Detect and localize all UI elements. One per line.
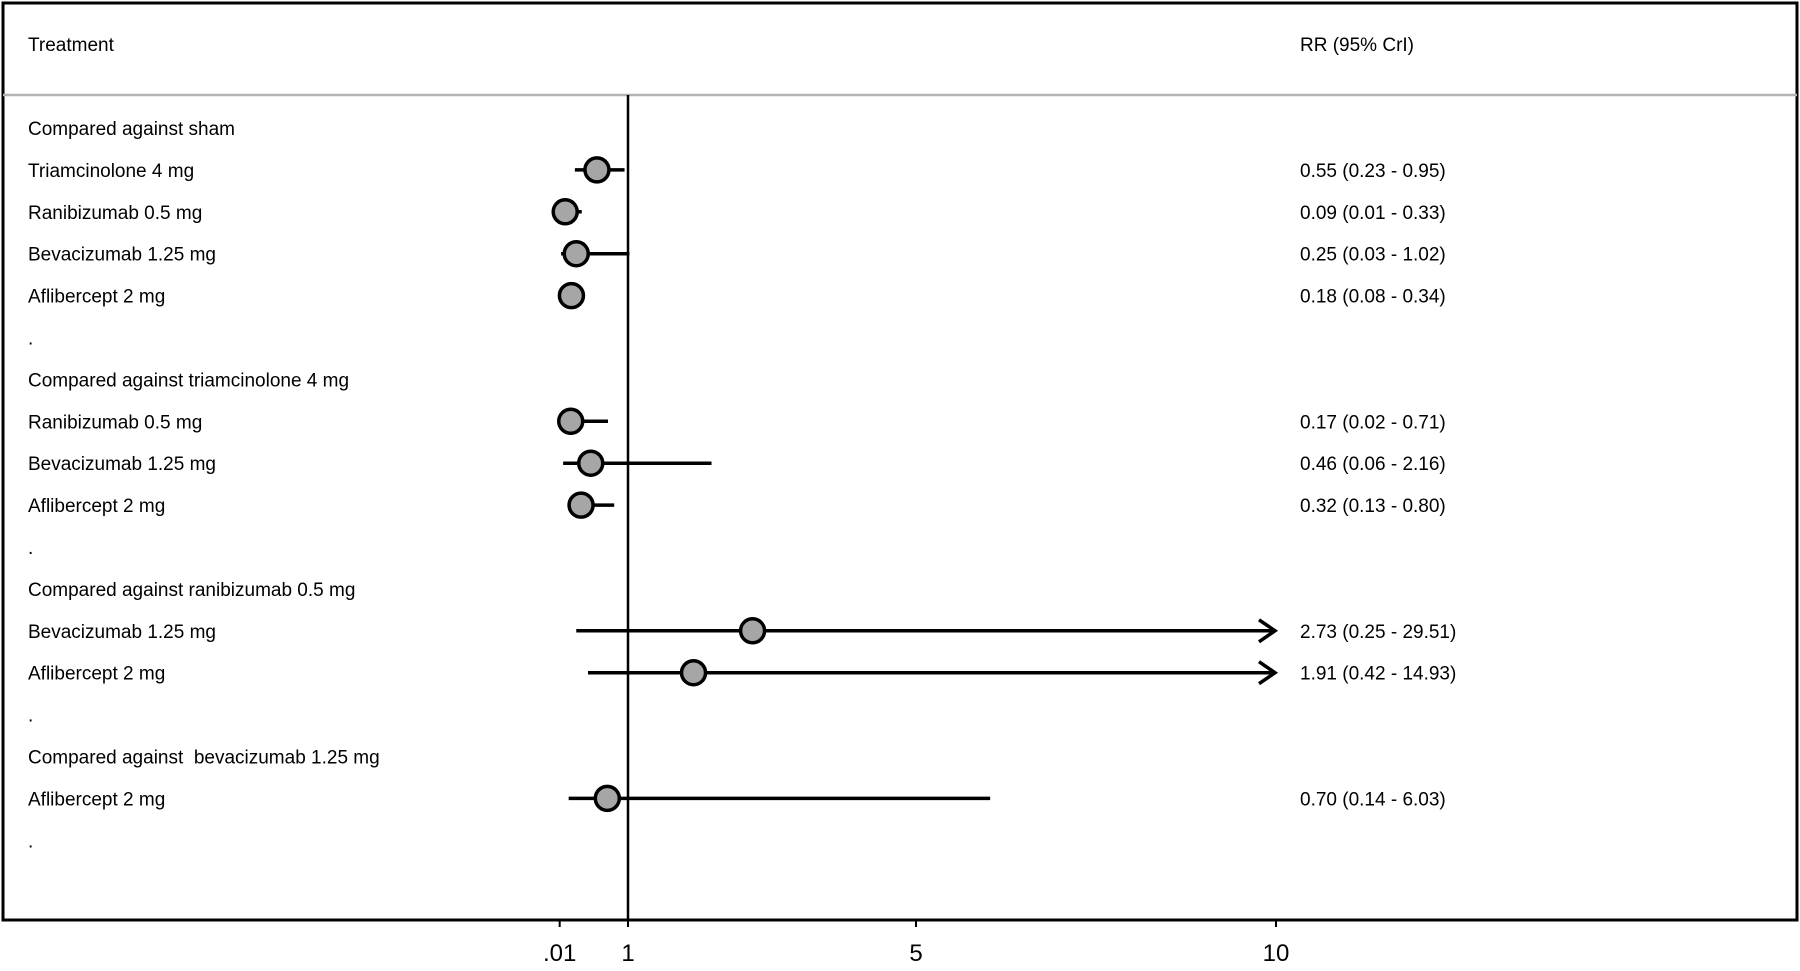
estimate-label: 0.17 (0.02 - 0.71) (1300, 412, 1446, 433)
treatment-label: Aflibercept 2 mg (28, 789, 165, 810)
forest-row: Bevacizumab 1.25 mg 2.73 (0.25 - 29.51) (28, 617, 1456, 645)
point-estimate (551, 198, 579, 226)
forest-row: Aflibercept 2 mg 0.18 (0.08 - 0.34) (28, 281, 1446, 310)
forest-row: Bevacizumab 1.25 mg 0.46 (0.06 - 2.16) (28, 449, 1446, 477)
x-tick-label: 5 (909, 940, 922, 967)
forest-row: Ranibizumab 0.5 mg 0.09 (0.01 - 0.33) (28, 198, 1446, 226)
point-estimate (583, 156, 611, 184)
treatment-label: Bevacizumab 1.25 mg (28, 622, 216, 643)
spacer-dot: . (28, 538, 33, 559)
estimate-label: 0.46 (0.06 - 2.16) (1300, 454, 1446, 475)
treatment-label: Bevacizumab 1.25 mg (28, 245, 216, 266)
spacer-dot: . (28, 831, 33, 852)
forest-row: Aflibercept 2 mg 0.32 (0.13 - 0.80) (28, 491, 1446, 519)
group-heading-row: Compared against ranibizumab 0.5 mg (28, 580, 355, 601)
point-estimate (738, 617, 767, 645)
point-estimate (562, 239, 590, 268)
treatment-label: Triamcinolone 4 mg (28, 161, 194, 182)
x-tick-label: 1 (621, 940, 634, 967)
estimate-label: 1.91 (0.42 - 14.93) (1300, 664, 1456, 685)
plot-border (1, 1, 1799, 922)
estimate-label: 2.73 (0.25 - 29.51) (1300, 622, 1456, 643)
spacer-dot: . (28, 706, 33, 727)
point-estimate (557, 281, 586, 310)
treatment-label: Ranibizumab 0.5 mg (28, 412, 202, 433)
group-label: Compared against triamcinolone 4 mg (28, 370, 349, 391)
treatment-label: Ranibizumab 0.5 mg (28, 203, 202, 224)
forest-row: Aflibercept 2 mg 1.91 (0.42 - 14.93) (28, 658, 1456, 687)
treatment-label: Aflibercept 2 mg (28, 287, 165, 308)
header-estimate: RR (95% CrI) (1300, 35, 1414, 56)
forest-row: Ranibizumab 0.5 mg 0.17 (0.02 - 0.71) (28, 407, 1446, 436)
estimate-label: 0.70 (0.14 - 6.03) (1300, 789, 1446, 810)
treatment-label: Aflibercept 2 mg (28, 496, 165, 517)
group-label: Compared against bevacizumab 1.25 mg (28, 748, 380, 769)
forest-row: Aflibercept 2 mg 0.70 (0.14 - 6.03) (28, 784, 1446, 813)
estimate-label: 0.25 (0.03 - 1.02) (1300, 245, 1446, 266)
group-heading-row: Compared against bevacizumab 1.25 mg (28, 748, 380, 769)
estimate-label: 0.55 (0.23 - 0.95) (1300, 161, 1446, 182)
plot-rows: Compared against sham Triamcinolone 4 mg 0… (28, 119, 1456, 852)
point-estimate (679, 658, 708, 687)
spacer-row: . (28, 329, 33, 350)
group-label: Compared against sham (28, 119, 235, 140)
point-estimate (556, 407, 585, 436)
forest-row: Triamcinolone 4 mg 0.55 (0.23 - 0.95) (28, 156, 1446, 184)
spacer-row: . (28, 706, 33, 727)
point-estimate (593, 784, 622, 813)
group-heading-row: Compared against sham (28, 119, 235, 140)
estimate-label: 0.32 (0.13 - 0.80) (1300, 496, 1446, 517)
point-estimate (576, 449, 605, 477)
spacer-row: . (28, 831, 33, 852)
header-treatment: Treatment (28, 35, 115, 56)
plot-frame (1, 1, 1799, 922)
group-label: Compared against ranibizumab 0.5 mg (28, 580, 355, 601)
ci-arrow (1258, 618, 1279, 644)
treatment-label: Aflibercept 2 mg (28, 664, 165, 685)
forest-row: Bevacizumab 1.25 mg 0.25 (0.03 - 1.02) (28, 239, 1446, 268)
x-tick-label: .01 (543, 940, 576, 967)
x-axis: .01 1 5 10 (543, 920, 1289, 967)
estimate-label: 0.09 (0.01 - 0.33) (1300, 203, 1446, 224)
ci-arrow (1258, 660, 1279, 686)
spacer-dot: . (28, 329, 33, 350)
x-tick-label: 10 (1263, 940, 1290, 967)
estimate-label: 0.18 (0.08 - 0.34) (1300, 287, 1446, 308)
point-estimate (567, 491, 595, 519)
treatment-label: Bevacizumab 1.25 mg (28, 454, 216, 475)
spacer-row: . (28, 538, 33, 559)
group-heading-row: Compared against triamcinolone 4 mg (28, 370, 349, 391)
